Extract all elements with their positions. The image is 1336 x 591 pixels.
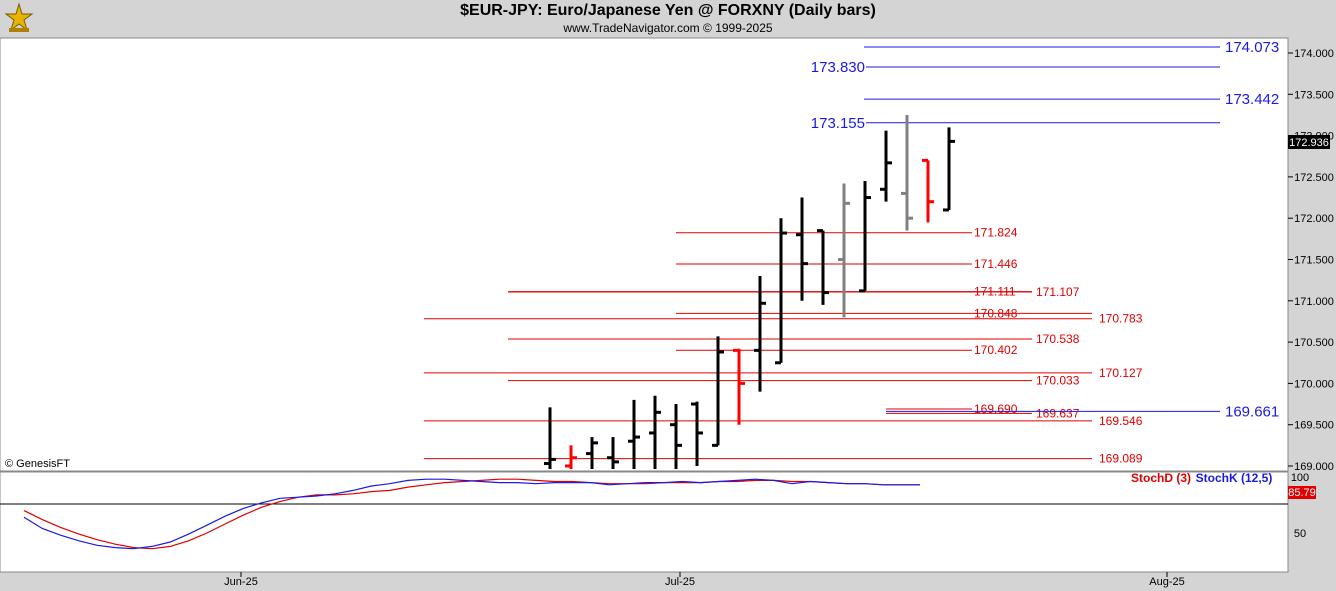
price-bar xyxy=(733,348,745,425)
time-tick-label: Jul-25 xyxy=(665,576,695,588)
price-bar xyxy=(565,445,577,469)
red-level-label: 170.783 xyxy=(1099,312,1143,326)
price-tick-label: 173.500 xyxy=(1294,89,1334,101)
price-tick-label: 171.000 xyxy=(1294,296,1334,308)
stoch-panel xyxy=(0,471,1289,573)
genesis-logo-icon xyxy=(4,2,34,32)
chart-title: $EUR-JPY: Euro/Japanese Yen @ FORXNY (Da… xyxy=(460,2,876,19)
price-tick-label: 172.500 xyxy=(1294,172,1334,184)
price-bar xyxy=(712,336,724,447)
price-bar xyxy=(607,437,619,469)
red-level-label: 170.538 xyxy=(1036,332,1080,346)
price-bar xyxy=(628,399,640,469)
red-level-label: 171.824 xyxy=(974,226,1018,240)
price-tick-label: 171.500 xyxy=(1294,255,1334,267)
last-stoch-tag: 85.79 xyxy=(1288,486,1316,499)
chart-subtitle: www.TradeNavigator.com © 1999-2025 xyxy=(563,21,773,35)
price-bar xyxy=(943,127,955,212)
red-level-label: 171.446 xyxy=(974,257,1018,271)
time-axis: Jun-25 Jul-25 Aug-25 xyxy=(224,572,1185,588)
last-stoch-label: 85.79 xyxy=(1288,487,1316,499)
red-level-label: 170.848 xyxy=(974,306,1018,320)
red-level-label: 169.690 xyxy=(974,402,1018,416)
red-level-label: 169.546 xyxy=(1099,414,1143,428)
price-bar xyxy=(691,401,703,466)
red-level-label: 170.402 xyxy=(974,343,1018,357)
stoch-tick-label: 100 xyxy=(1291,472,1309,484)
price-tick-label: 170.500 xyxy=(1294,337,1334,349)
price-bar xyxy=(922,158,934,223)
price-bar xyxy=(544,407,556,469)
red-level-label: 169.089 xyxy=(1099,452,1143,466)
price-bar xyxy=(670,404,682,469)
chart-header: $EUR-JPY: Euro/Japanese Yen @ FORXNY (Da… xyxy=(0,0,1336,38)
red-level-label: 170.033 xyxy=(1036,374,1080,388)
price-tick-label: 169.500 xyxy=(1294,420,1334,432)
blue-level-label: 173.155 xyxy=(811,115,865,132)
price-bar xyxy=(649,395,661,469)
price-tick-label: 169.000 xyxy=(1294,461,1334,473)
time-tick-label: Aug-25 xyxy=(1149,576,1184,588)
legend-stochd: StochD (3) xyxy=(1131,471,1191,485)
price-bar xyxy=(775,218,787,365)
price-tick-label: 172.000 xyxy=(1294,213,1334,225)
price-bar xyxy=(901,114,913,231)
red-level-label: 169.637 xyxy=(1036,406,1080,420)
price-tick-label: 170.000 xyxy=(1294,378,1334,390)
price-axis: 169.000 169.500 170.000 170.500 171.000 171.5… xyxy=(1288,48,1334,473)
time-tick-label: Jun-25 xyxy=(224,576,258,588)
legend-stochk: StochK (12,5) xyxy=(1196,471,1273,485)
blue-level-label: 174.073 xyxy=(1225,39,1279,56)
blue-level-label: 173.442 xyxy=(1225,91,1279,108)
stoch-legend: StochD (3) StochK (12,5) xyxy=(1131,471,1272,485)
price-bar xyxy=(817,229,829,305)
last-price-tag: 172.936 xyxy=(1288,135,1330,149)
price-bar xyxy=(838,183,850,318)
price-bar xyxy=(859,181,871,293)
copyright-label: © GenesisFT xyxy=(5,458,70,470)
blue-level-label: 169.661 xyxy=(1225,403,1279,420)
last-price-label: 172.936 xyxy=(1289,137,1329,149)
price-panel xyxy=(0,37,1289,472)
stoch-series-line xyxy=(23,478,920,550)
price-tick-label: 174.000 xyxy=(1294,48,1334,60)
price-bar xyxy=(796,197,808,301)
blue-level-label: 173.830 xyxy=(811,59,865,76)
price-bar xyxy=(880,130,892,202)
price-bar xyxy=(754,276,766,392)
stoch-tick-label: 50 xyxy=(1294,528,1306,540)
stoch-lines xyxy=(23,478,920,550)
red-level-label: 171.107 xyxy=(1036,285,1080,299)
price-bars xyxy=(544,114,955,469)
red-level-label: 170.127 xyxy=(1099,366,1143,380)
price-bar xyxy=(586,437,598,469)
stoch-axis: 100 50 xyxy=(1291,472,1309,540)
